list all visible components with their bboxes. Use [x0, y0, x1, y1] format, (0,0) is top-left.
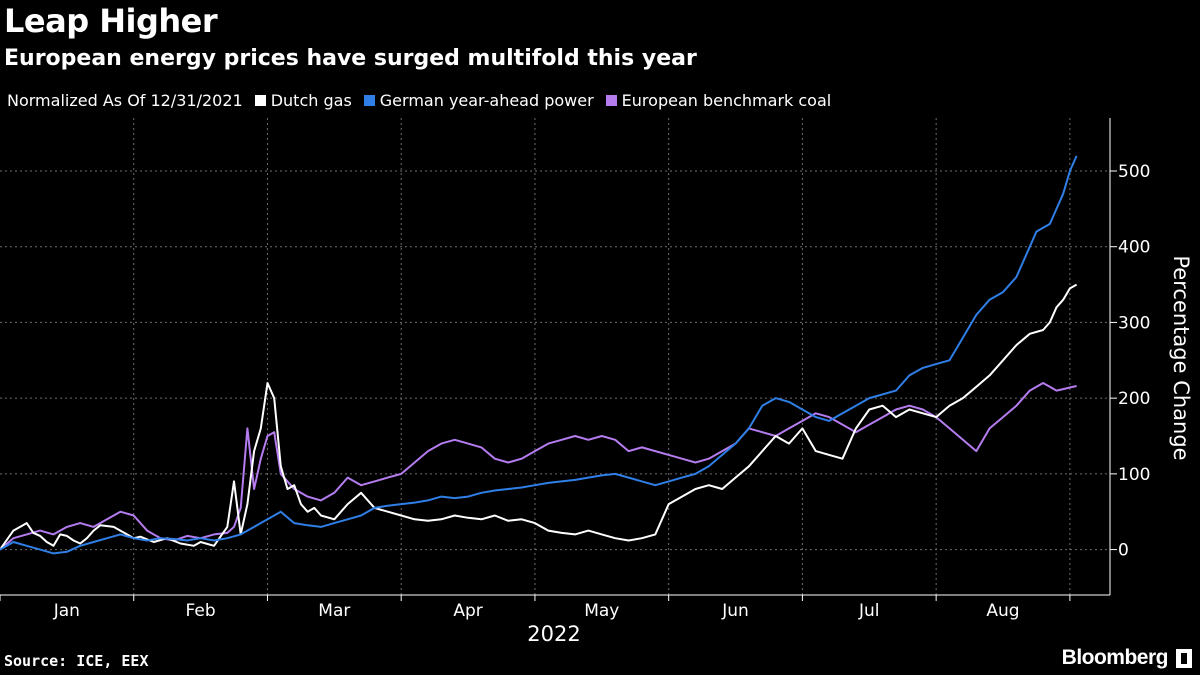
- brand-logo: Bloomberg: [1061, 646, 1169, 669]
- legend-note: Normalized As Of 12/31/2021: [7, 91, 243, 110]
- source-note: Source: ICE, EEX: [4, 652, 149, 670]
- axes: 0 100 200 300 400 500 Jan Feb Mar Apr May Jun Jul Aug: [0, 118, 1150, 621]
- x-tick-label: Jan: [53, 601, 80, 621]
- legend-swatch-coal: [605, 95, 617, 106]
- y-tick-label: 200: [1118, 389, 1150, 409]
- y-tick-label: 500: [1118, 162, 1150, 182]
- x-axis-title: 2022: [527, 622, 580, 646]
- chart-subtitle: European energy prices have surged multi…: [4, 46, 697, 71]
- legend-item-coal: European benchmark coal: [605, 91, 832, 110]
- legend: Normalized As Of 12/31/2021 Dutch gas Ge…: [7, 91, 843, 110]
- y-tick-label: 0: [1118, 541, 1129, 561]
- grid-lines: [0, 118, 1110, 595]
- legend-label-german-power: German year-ahead power: [379, 91, 594, 110]
- legend-swatch-dutch-gas: [254, 95, 266, 106]
- series-line-dutch-gas: [0, 283, 1078, 551]
- x-tick-label: Jul: [858, 601, 880, 621]
- series-lines: [0, 155, 1078, 555]
- x-tick-label: Mar: [318, 601, 350, 621]
- legend-item-german-power: German year-ahead power: [363, 91, 594, 110]
- bloomberg-icon: [1176, 649, 1192, 668]
- y-tick-label: 400: [1118, 238, 1150, 258]
- legend-label-coal: European benchmark coal: [621, 91, 832, 110]
- y-axis-title: Percentage Change: [1169, 255, 1193, 460]
- legend-swatch-german-power: [363, 95, 375, 106]
- chart-title: Leap Higher: [4, 2, 218, 40]
- x-tick-label: Jun: [721, 601, 749, 621]
- series-line-european-benchmark-coal: [0, 382, 1077, 551]
- y-tick-label: 100: [1118, 465, 1150, 485]
- legend-item-dutch-gas: Dutch gas: [254, 91, 352, 110]
- x-tick-label: Apr: [453, 601, 482, 621]
- x-tick-label: Aug: [986, 601, 1019, 621]
- legend-label-dutch-gas: Dutch gas: [270, 91, 352, 110]
- y-tick-label: 300: [1118, 313, 1150, 333]
- series-line-german-year-ahead-power: [0, 155, 1078, 555]
- x-tick-label: Feb: [186, 601, 216, 621]
- x-tick-label: May: [584, 601, 619, 621]
